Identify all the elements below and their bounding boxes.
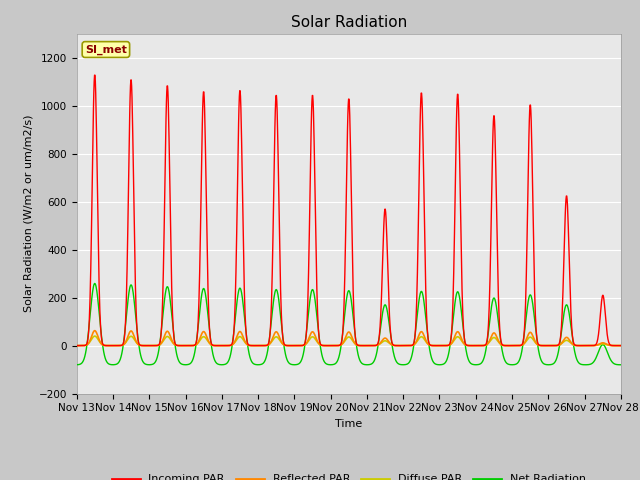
X-axis label: Time: Time (335, 419, 362, 429)
Legend: Incoming PAR, Reflected PAR, Diffuse PAR, Net Radiation: Incoming PAR, Reflected PAR, Diffuse PAR… (108, 470, 590, 480)
Y-axis label: Solar Radiation (W/m2 or um/m2/s): Solar Radiation (W/m2 or um/m2/s) (23, 115, 33, 312)
Text: SI_met: SI_met (85, 44, 127, 55)
Title: Solar Radiation: Solar Radiation (291, 15, 407, 30)
